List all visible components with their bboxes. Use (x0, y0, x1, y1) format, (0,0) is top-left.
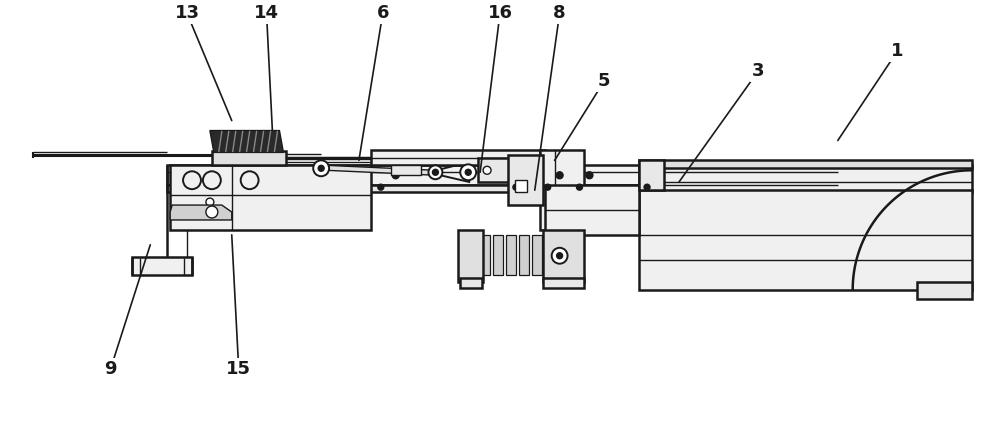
Circle shape (428, 165, 442, 179)
Circle shape (556, 172, 563, 179)
Circle shape (545, 184, 551, 190)
Circle shape (644, 184, 650, 190)
Circle shape (483, 166, 491, 174)
Bar (506, 235, 516, 275)
Circle shape (183, 171, 201, 189)
Polygon shape (210, 131, 283, 152)
Circle shape (526, 172, 533, 179)
Bar (545, 185, 639, 235)
Circle shape (313, 160, 329, 176)
Circle shape (552, 248, 568, 264)
Text: 3: 3 (752, 62, 765, 80)
Circle shape (203, 171, 221, 189)
Text: 1: 1 (891, 42, 904, 60)
Circle shape (241, 171, 259, 189)
Bar (532, 235, 542, 275)
Bar (493, 235, 503, 275)
Bar (515, 180, 527, 192)
Bar (167, 185, 848, 192)
Circle shape (378, 184, 384, 190)
Bar (519, 235, 529, 275)
Circle shape (392, 172, 399, 179)
Circle shape (557, 253, 563, 259)
Text: 9: 9 (104, 360, 117, 378)
Bar (480, 235, 490, 275)
Bar (508, 155, 543, 205)
Circle shape (206, 206, 218, 218)
Bar (458, 230, 483, 282)
Circle shape (432, 169, 438, 175)
Text: 6: 6 (377, 4, 389, 22)
Polygon shape (326, 165, 435, 175)
Circle shape (513, 184, 519, 190)
Bar (170, 165, 371, 230)
Bar (540, 150, 584, 230)
Bar (639, 160, 972, 168)
Bar (478, 158, 510, 182)
Bar (212, 151, 286, 165)
Text: 15: 15 (226, 360, 251, 378)
Circle shape (577, 184, 582, 190)
Bar (371, 150, 545, 165)
Circle shape (655, 172, 662, 179)
Bar (391, 165, 421, 175)
Bar (543, 230, 584, 282)
Bar (167, 165, 838, 185)
Circle shape (460, 164, 476, 180)
Bar (543, 278, 584, 288)
Text: 8: 8 (553, 4, 566, 22)
Polygon shape (170, 205, 232, 220)
Circle shape (465, 169, 471, 175)
Text: 16: 16 (488, 4, 512, 22)
Text: 5: 5 (598, 72, 611, 90)
Circle shape (586, 172, 593, 179)
Bar (639, 165, 972, 192)
Text: 14: 14 (254, 4, 279, 22)
Text: 13: 13 (175, 4, 200, 22)
Bar (917, 282, 972, 299)
Circle shape (206, 198, 214, 206)
Bar (639, 190, 972, 289)
Bar (639, 160, 664, 190)
Bar (460, 278, 482, 288)
Bar (132, 257, 192, 275)
Circle shape (318, 165, 324, 171)
